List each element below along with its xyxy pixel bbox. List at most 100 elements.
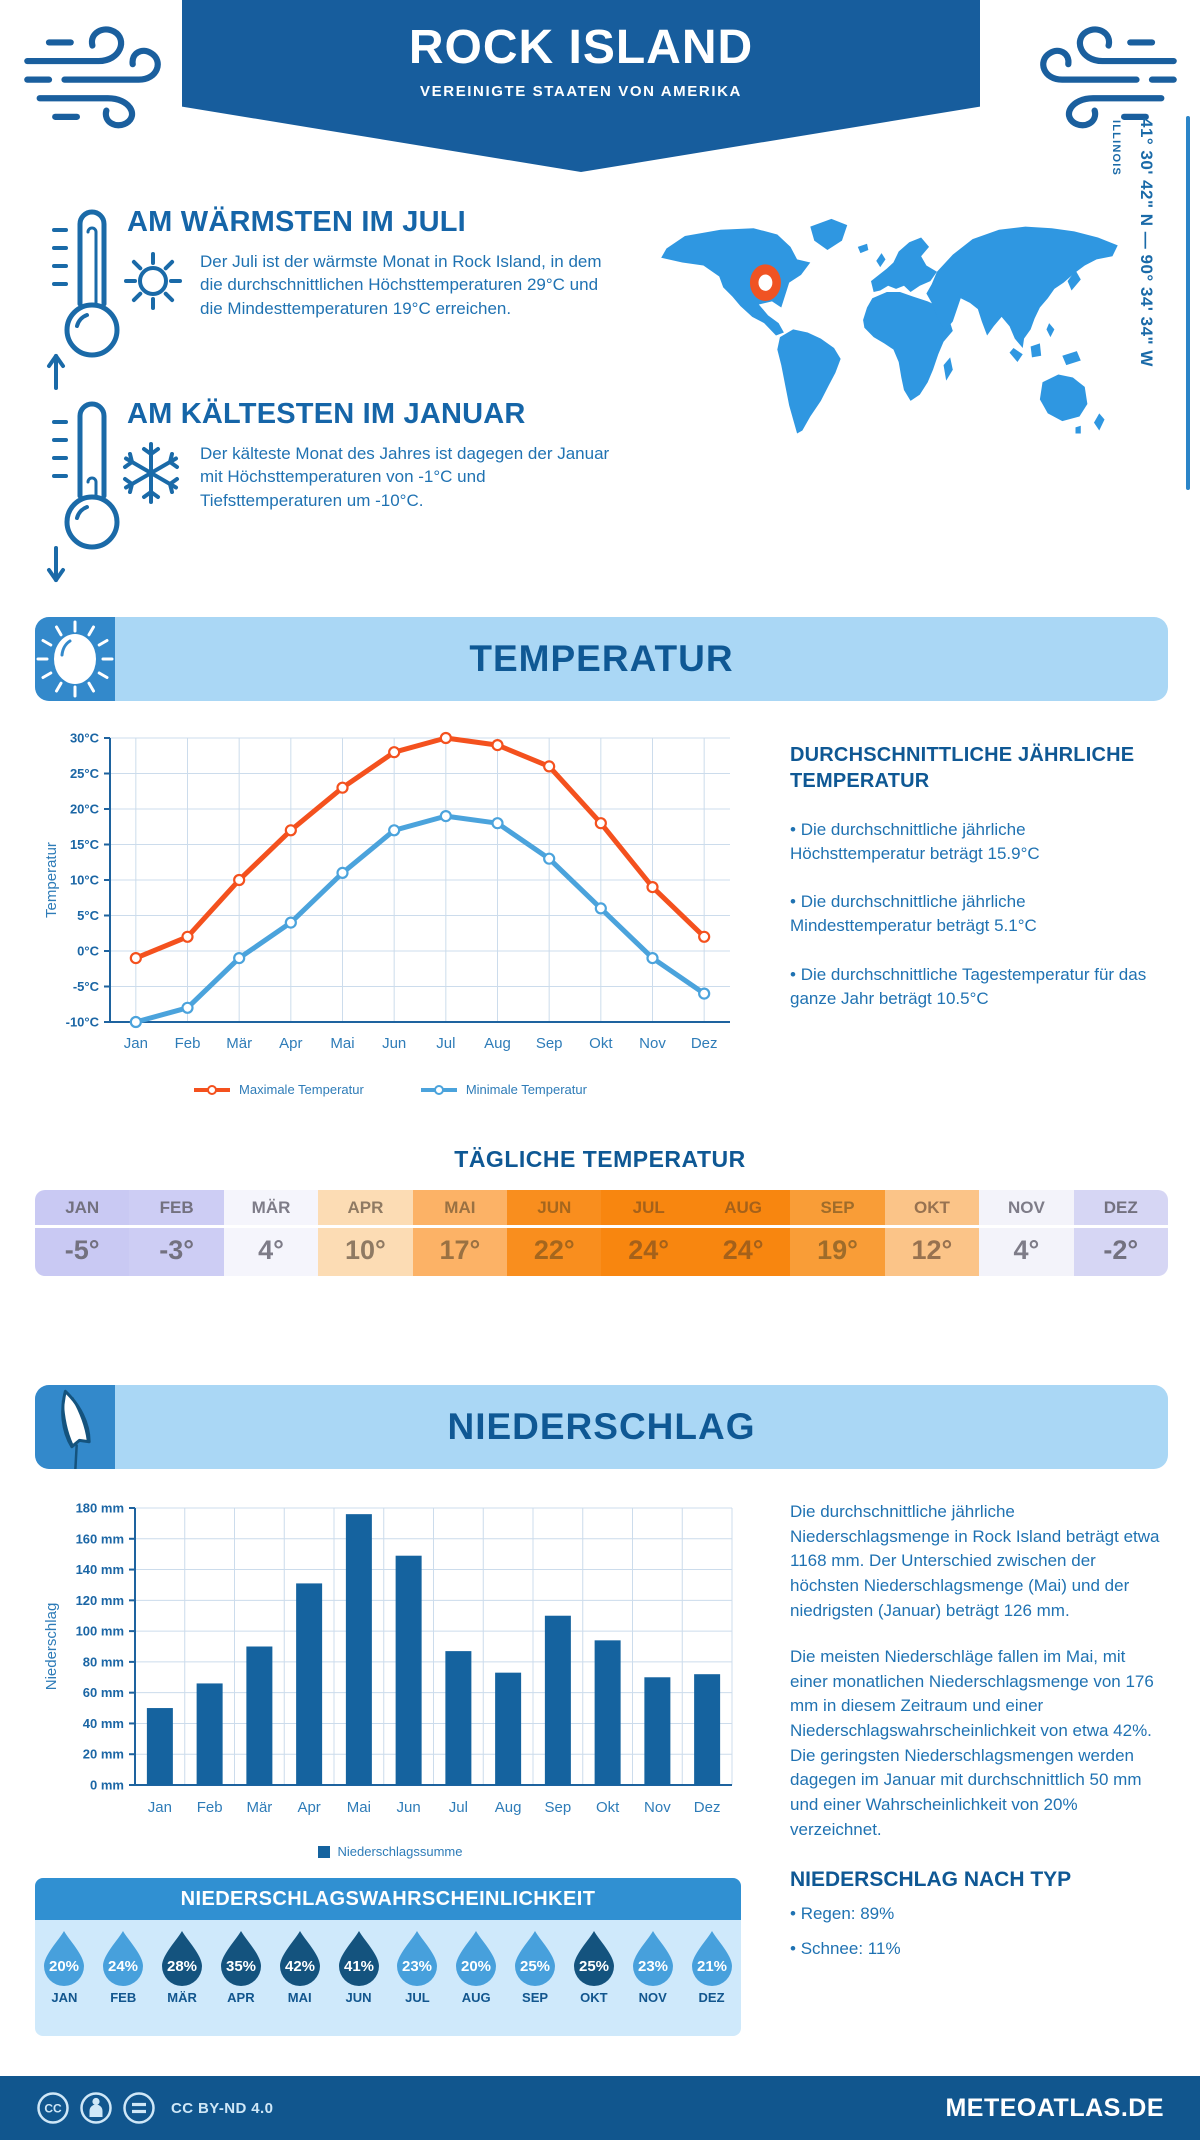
svg-text:20%: 20% bbox=[49, 1958, 79, 1975]
svg-text:Feb: Feb bbox=[175, 1035, 201, 1052]
water-drop-icon: 25% bbox=[515, 1931, 556, 1986]
svg-text:Aug: Aug bbox=[484, 1035, 511, 1052]
probability-month-label: SEP bbox=[522, 1990, 549, 2005]
daily-temperature-cell: DEZ -2° bbox=[1073, 1190, 1168, 1276]
svg-text:Mär: Mär bbox=[246, 1799, 272, 1816]
daily-month-label: JAN bbox=[35, 1190, 130, 1228]
daily-temperature-cell: SEP 19° bbox=[790, 1190, 885, 1276]
probability-title: NIEDERSCHLAGSWAHRSCHEINLICHKEIT bbox=[35, 1878, 741, 1920]
coordinates-label: 41° 30' 42" N — 90° 34' 34" W bbox=[1137, 118, 1156, 367]
precipitation-paragraph: Die durchschnittliche jährliche Niedersc… bbox=[790, 1502, 1160, 1620]
daily-value-label: 19° bbox=[817, 1235, 858, 1265]
svg-text:Jul: Jul bbox=[449, 1799, 468, 1816]
probability-month-label: DEZ bbox=[698, 1990, 725, 2005]
svg-text:Dez: Dez bbox=[694, 1799, 721, 1816]
daily-value-label: 4° bbox=[258, 1235, 284, 1265]
precipitation-probability-panel: NIEDERSCHLAGSWAHRSCHEINLICHKEIT 20% JAN … bbox=[35, 1878, 741, 2036]
daily-temperature-table: JAN -5° FEB -3° MÄR 4° APR 10° MAI 17° J… bbox=[35, 1190, 1168, 1276]
page-title: ROCK ISLAND bbox=[408, 21, 754, 74]
annual-temperature-heading: DURCHSCHNITTLICHE JÄHRLICHE TEMPERATUR bbox=[790, 744, 1135, 792]
probability-item: 20% JAN bbox=[35, 1929, 94, 2036]
daily-month-label: AUG bbox=[695, 1190, 791, 1228]
license-label: CC BY-ND 4.0 bbox=[171, 2099, 274, 2117]
svg-text:60 mm: 60 mm bbox=[83, 1685, 124, 1700]
daily-month-label: JUN bbox=[507, 1190, 602, 1228]
water-drop-icon: 20% bbox=[456, 1931, 497, 1986]
water-drop-icon: 20% bbox=[44, 1931, 85, 1986]
region-label: ILLINOIS bbox=[1110, 120, 1122, 177]
precipitation-type-bullet: Regen: 89% bbox=[790, 1902, 1162, 1927]
temperature-chart-legend: Maximale Temperatur Minimale Temperatur bbox=[40, 1082, 740, 1097]
temperature-chart: -10°C -5°C 0°C 5°C 10°C 15°C 20°C 25°C 30°C Jan Fe… bbox=[40, 722, 740, 1062]
probability-drops: 20% JAN 24% FEB 28% MÄR 35% APR bbox=[35, 1920, 741, 2036]
annual-bullet: Die durchschnittliche Tagestemperatur fü… bbox=[790, 963, 1162, 1011]
svg-text:30°C: 30°C bbox=[70, 731, 100, 746]
temperature-section-banner: TEMPERATUR bbox=[35, 617, 1168, 701]
sun-banner-icon bbox=[35, 617, 115, 701]
svg-text:42%: 42% bbox=[285, 1958, 315, 1975]
legend-item: Minimale Temperatur bbox=[420, 1082, 587, 1097]
cc-icon: CC bbox=[37, 2092, 69, 2124]
legend-item: Maximale Temperatur bbox=[193, 1082, 364, 1097]
precipitation-chart-legend: Niederschlagssumme bbox=[40, 1844, 740, 1859]
daily-month-label: OKT bbox=[884, 1190, 980, 1228]
daily-month-label: JUL bbox=[601, 1190, 696, 1228]
svg-text:180 mm: 180 mm bbox=[76, 1501, 124, 1516]
probability-month-label: NOV bbox=[638, 1990, 667, 2005]
daily-value-label: 24° bbox=[722, 1235, 764, 1265]
svg-text:100 mm: 100 mm bbox=[76, 1624, 124, 1639]
daily-month-label: MÄR bbox=[223, 1190, 319, 1228]
svg-text:28%: 28% bbox=[167, 1958, 197, 1975]
water-drop-icon: 35% bbox=[220, 1931, 261, 1986]
daily-temperature-cell: FEB -3° bbox=[129, 1190, 224, 1276]
probability-item: 35% APR bbox=[211, 1929, 270, 2036]
daily-temperature-cell: AUG 24° bbox=[695, 1190, 791, 1276]
water-drop-icon: 25% bbox=[573, 1931, 614, 1986]
daily-value-label: 10° bbox=[345, 1235, 386, 1265]
water-drop-icon: 23% bbox=[397, 1931, 438, 1986]
umbrella-banner-icon bbox=[35, 1385, 115, 1475]
svg-text:Dez: Dez bbox=[691, 1035, 718, 1052]
precipitation-sidebar: Die durchschnittliche jährliche Niedersc… bbox=[790, 1500, 1162, 1962]
svg-text:0°C: 0°C bbox=[77, 944, 99, 959]
daily-month-label: APR bbox=[318, 1190, 413, 1228]
wind-icon bbox=[24, 26, 161, 129]
daily-temperature-cell: NOV 4° bbox=[979, 1190, 1074, 1276]
temperature-section-title: TEMPERATUR bbox=[469, 638, 734, 679]
svg-text:-10°C: -10°C bbox=[66, 1015, 100, 1030]
attribution-icon bbox=[80, 2092, 112, 2124]
daily-temperature-cell: JUN 22° bbox=[507, 1190, 602, 1276]
no-derivatives-icon bbox=[123, 2092, 155, 2124]
svg-text:5°C: 5°C bbox=[77, 908, 99, 923]
svg-text:120 mm: 120 mm bbox=[76, 1593, 124, 1608]
svg-text:23%: 23% bbox=[402, 1958, 432, 1975]
temperature-sidebar: DURCHSCHNITTLICHE JÄHRLICHE TEMPERATUR D… bbox=[790, 742, 1162, 1011]
probability-month-label: AUG bbox=[461, 1990, 491, 2005]
daily-value-label: 4° bbox=[1013, 1235, 1040, 1265]
thermometer-cold-icon bbox=[47, 401, 120, 582]
svg-text:20 mm: 20 mm bbox=[83, 1747, 124, 1762]
daily-temperature-cell: JUL 24° bbox=[601, 1190, 696, 1276]
svg-text:Sep: Sep bbox=[536, 1035, 563, 1052]
daily-month-label: MAI bbox=[412, 1190, 508, 1228]
page-subtitle: VEREINIGTE STAATEN VON AMERIKA bbox=[420, 83, 742, 100]
svg-text:0 mm: 0 mm bbox=[90, 1778, 124, 1793]
precipitation-type-bullet: Schnee: 11% bbox=[790, 1937, 1162, 1962]
daily-value-label: 22° bbox=[533, 1235, 575, 1265]
annual-bullet: Die durchschnittliche jährliche Mindestt… bbox=[790, 890, 1162, 938]
probability-item: 25% OKT bbox=[564, 1929, 623, 2036]
sun-icon bbox=[124, 252, 182, 310]
probability-item: 23% NOV bbox=[623, 1929, 682, 2036]
daily-temperature-cell: OKT 12° bbox=[884, 1190, 980, 1276]
world-map bbox=[648, 208, 1123, 488]
daily-month-label: NOV bbox=[979, 1190, 1074, 1228]
daily-temperature-cell: MAI 17° bbox=[412, 1190, 508, 1276]
water-drop-icon: 21% bbox=[691, 1931, 732, 1986]
probability-month-label: OKT bbox=[580, 1990, 608, 2005]
probability-month-label: JUN bbox=[345, 1990, 372, 2005]
water-drop-icon: 24% bbox=[103, 1931, 144, 1986]
probability-item: 21% DEZ bbox=[682, 1929, 741, 2036]
svg-text:CC: CC bbox=[44, 2102, 62, 2116]
probability-month-label: MÄR bbox=[167, 1990, 197, 2005]
svg-text:Jan: Jan bbox=[124, 1035, 148, 1052]
